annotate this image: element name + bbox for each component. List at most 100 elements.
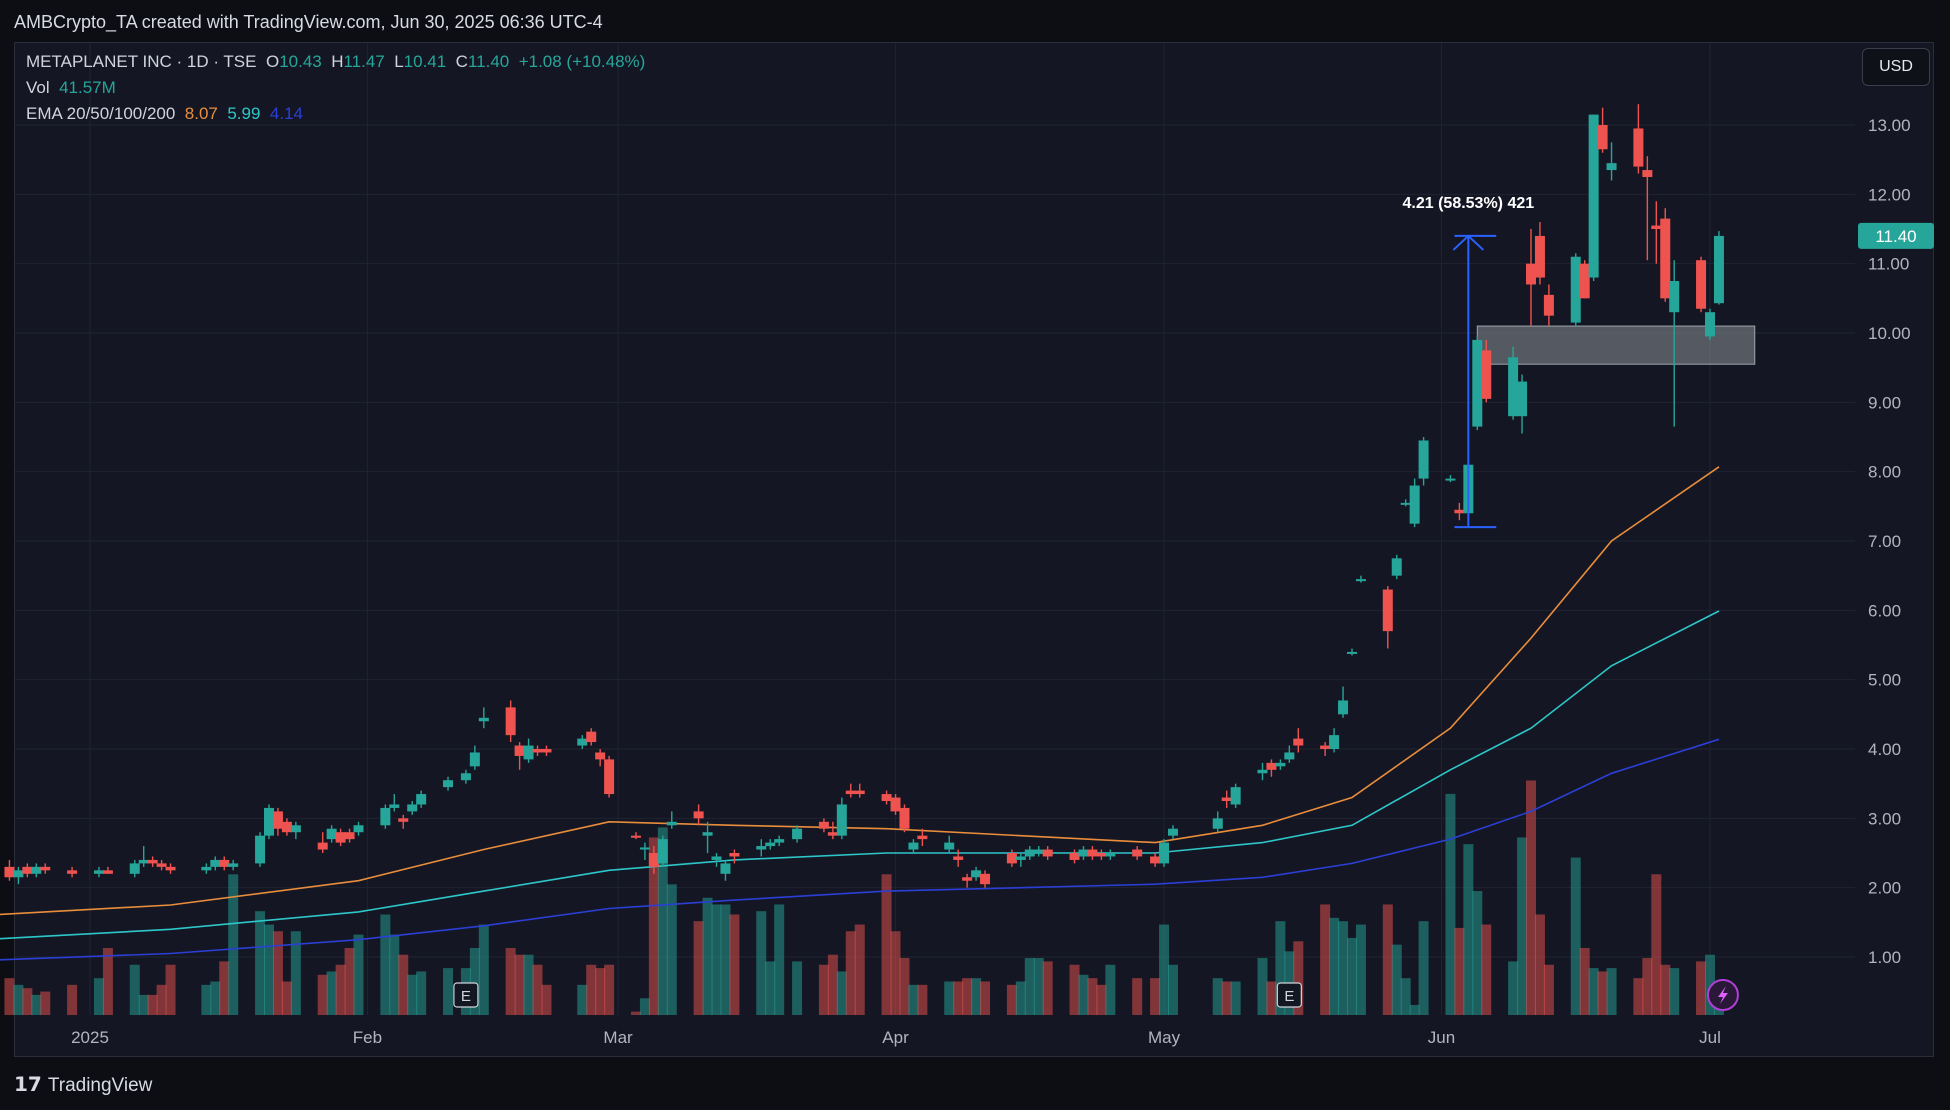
volume-bar: [505, 948, 516, 1015]
y-tick-label: 10.00: [1868, 324, 1911, 343]
candle-body: [1006, 853, 1017, 864]
volume-bar: [1320, 904, 1331, 1015]
candle-body: [201, 866, 212, 871]
volume-bar: [1651, 874, 1662, 1015]
volume-bar: [1033, 958, 1044, 1015]
candle-body: [1257, 769, 1268, 774]
volume-bar: [1570, 857, 1581, 1015]
volume-bar: [792, 961, 803, 1015]
candle-body: [228, 863, 239, 867]
volume-bar: [1266, 981, 1277, 1015]
volume-bar: [389, 934, 400, 1015]
candle-body: [827, 832, 838, 836]
candle-body: [756, 846, 767, 850]
volume-bar: [1409, 1004, 1420, 1015]
volume-bar: [1355, 924, 1366, 1015]
volume-bar: [944, 981, 955, 1015]
volume-bar: [102, 948, 113, 1015]
volume-bar: [219, 961, 230, 1015]
volume-bar: [478, 924, 489, 1015]
volume-bar: [1588, 968, 1599, 1015]
volume-bar: [1543, 964, 1554, 1015]
candle-body: [604, 759, 615, 795]
candle-body: [1159, 842, 1170, 864]
volume-bar: [67, 984, 78, 1015]
volume-bar: [702, 897, 713, 1015]
candle-body: [326, 828, 337, 840]
candle-body: [1024, 849, 1035, 857]
symbol-label[interactable]: METAPLANET INC · 1D · TSE: [26, 52, 257, 71]
volume-bar: [272, 931, 283, 1015]
candle-body: [980, 873, 991, 885]
volume-bar: [890, 931, 901, 1015]
volume-bar: [1481, 924, 1492, 1015]
candle-body: [1409, 485, 1420, 524]
candle-body: [13, 870, 24, 878]
volume-bar: [416, 971, 427, 1015]
y-tick-label: 1.00: [1868, 948, 1901, 967]
y-tick-label: 13.00: [1868, 116, 1911, 135]
candle-body: [657, 839, 668, 864]
volume-bar: [1159, 924, 1170, 1015]
candle-body: [1660, 218, 1671, 299]
volume-bar: [881, 874, 892, 1015]
candle-body: [1096, 853, 1107, 857]
candle-body: [1320, 745, 1331, 749]
candle-body: [93, 870, 104, 874]
candle-body: [1534, 235, 1545, 278]
volume-bar: [93, 978, 104, 1015]
candle-body: [40, 866, 51, 871]
candle-body: [854, 790, 865, 795]
candle-body: [1588, 114, 1599, 278]
close-value: 11.40: [467, 52, 510, 71]
volume-bar: [1696, 961, 1707, 1015]
volume-legend[interactable]: Vol 41.57M: [26, 78, 116, 98]
x-tick-label: Jun: [1428, 1028, 1455, 1047]
volume-bar: [40, 991, 51, 1015]
candle-body: [577, 738, 588, 746]
candle-body: [1069, 853, 1080, 860]
volume-bar: [1382, 904, 1393, 1015]
candle-body: [720, 863, 731, 874]
candle-body: [255, 835, 266, 864]
volume-bar: [1391, 944, 1402, 1015]
volume-bar: [317, 974, 328, 1015]
volume-bar: [1015, 981, 1026, 1015]
volume-bar: [711, 904, 722, 1015]
ema-legend[interactable]: EMA 20/50/100/200 8.07 5.99 4.14: [26, 104, 303, 124]
volume-bar: [720, 904, 731, 1015]
candle-body: [407, 804, 418, 812]
volume-bar: [281, 981, 292, 1015]
earnings-icon-letter: E: [461, 988, 471, 1005]
volume-bar: [1705, 954, 1715, 1015]
volume-bar: [1346, 937, 1357, 1015]
candle-body: [1633, 128, 1644, 167]
candle-body: [1508, 357, 1519, 417]
candle-body: [586, 731, 597, 743]
volume-bar: [326, 971, 337, 1015]
candle-body: [1275, 762, 1286, 767]
currency-button[interactable]: USD: [1862, 48, 1930, 86]
volume-bar: [1087, 978, 1098, 1015]
last-price-badge: [1858, 222, 1934, 249]
candle-body: [693, 811, 704, 819]
candle-body: [156, 863, 167, 867]
candle-body: [1445, 478, 1456, 481]
y-tick-label: 5.00: [1868, 671, 1901, 690]
volume-bar: [532, 964, 543, 1015]
volume-bar: [1293, 941, 1304, 1015]
candle-body: [1705, 312, 1715, 337]
ema-line-ema100: [0, 738, 1720, 961]
volume-bar: [604, 964, 615, 1015]
measure-label: 4.21 (58.53%) 421: [1403, 195, 1535, 212]
candle-body: [1150, 856, 1161, 864]
volume-bar: [13, 984, 24, 1015]
volume-bar: [138, 994, 149, 1015]
candle-body: [953, 856, 964, 860]
candle-body: [1382, 589, 1393, 632]
measure-arrow-icon: [1452, 234, 1485, 251]
volume-bar: [1024, 958, 1035, 1015]
volume-bar: [630, 1011, 641, 1015]
volume-bar: [344, 948, 355, 1015]
